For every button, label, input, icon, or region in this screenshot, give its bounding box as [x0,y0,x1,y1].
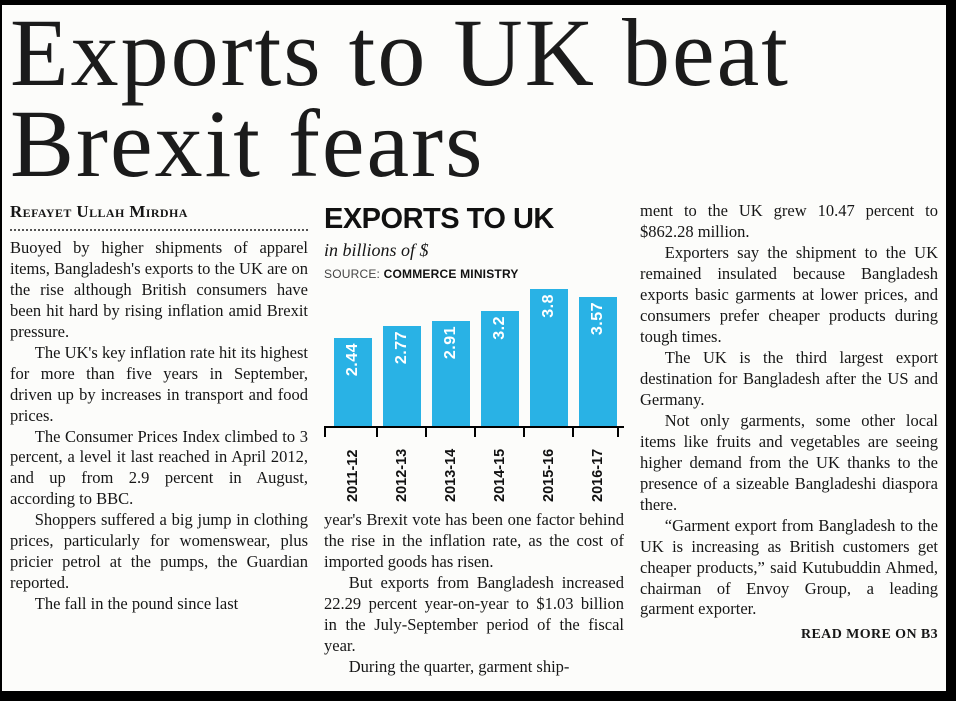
bar-value: 2.77 [392,331,410,365]
paragraph: During the quarter, garment ship- [348,656,570,676]
byline-divider [10,227,308,231]
paragraph: “Garment export from Bangladesh to the U… [640,515,938,619]
bar-value: 2.91 [441,326,459,360]
byline: Refayet Ullah Mirdha [10,202,188,222]
x-tick: 2016-17 [572,428,617,503]
paragraph: ment to the UK grew 10.47 percent to $86… [640,201,938,242]
paragraph: Exporters say the shipment to the UK rem… [640,243,938,347]
headline: Exports to UK beat Brexit fears [10,5,938,192]
headline-line-1: Exports to UK beat [10,0,790,106]
chart-source-value: COMMERCE MINISTRY [383,267,519,282]
x-tick: 2014-15 [474,428,519,503]
read-more-pointer: READ MORE ON B3 [800,627,938,643]
column-1: Refayet Ullah Mirdha Buoyed by higher sh… [10,201,308,678]
bar-value: 3.57 [588,302,606,336]
chart-bars: 2.44 2.77 2.91 3.2 3.8 3.57 [324,288,624,429]
chart-subtitle: in billions of $ [324,240,429,261]
paragraph: Shoppers suffered a big jump in clothing… [10,510,308,593]
bar-2011-12: 2.44 [334,338,372,427]
bar-2015-16: 3.8 [530,289,568,427]
paragraph: Buoyed by higher shipments of apparel it… [10,237,308,341]
column-3: ment to the UK grew 10.47 percent to $86… [640,201,938,678]
headline-line-2: Brexit fears [10,90,485,198]
bar-2016-17: 3.57 [579,297,617,427]
bar-2013-14: 2.91 [432,321,470,427]
paragraph: Not only garments, some other local item… [640,410,938,514]
paragraph: But exports from Bangladesh increased 22… [324,573,624,656]
chart-source-label: SOURCE: [324,267,381,282]
paragraph: The fall in the pound since last [34,594,239,614]
bar-value: 3.8 [539,294,557,319]
paragraph: year's Brexit vote has been one factor b… [324,510,624,572]
chart-title: EXPORTS TO UK [324,203,554,236]
x-tick-label: 2011-12 [344,449,361,503]
x-tick: 2011-12 [334,428,372,502]
x-tick: 2012-13 [376,428,421,503]
bar-2012-13: 2.77 [383,326,421,427]
x-tick-label: 2015-16 [540,449,557,503]
paragraph: The UK is the third largest export desti… [640,348,938,409]
x-tick-label: 2014-15 [491,449,508,503]
chart-x-labels: 2011-12 2012-13 2013-14 2014-15 2015-16 2016-… [324,428,624,502]
x-tick-label: 2012-13 [393,449,410,503]
exports-bar-chart: EXPORTS TO UK in billions of $ SOURCE: C… [324,201,624,502]
chart-source: SOURCE: COMMERCE MINISTRY [324,267,624,282]
paragraph: The UK's key inflation rate hit its high… [10,342,308,425]
column-2: EXPORTS TO UK in billions of $ SOURCE: C… [324,201,624,678]
paragraph: The Consumer Prices Index climbed to 3 p… [10,426,308,509]
x-tick-label: 2013-14 [442,449,459,503]
bar-2014-15: 3.2 [481,311,519,427]
bar-value: 2.44 [343,343,361,377]
x-tick-label: 2016-17 [589,449,606,503]
bar-value: 3.2 [490,316,508,341]
x-tick: 2015-16 [523,428,568,503]
x-tick: 2013-14 [425,428,470,503]
article-columns: Refayet Ullah Mirdha Buoyed by higher sh… [10,201,938,678]
